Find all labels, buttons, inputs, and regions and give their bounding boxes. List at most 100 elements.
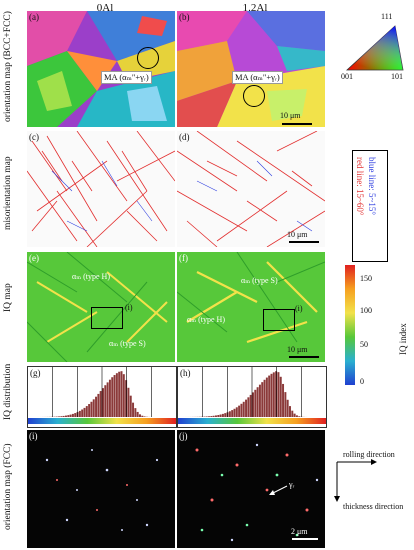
gamma-r-label: γᵣ [289,480,295,489]
scalebar-d-line [289,241,319,243]
histogram-bar [221,413,224,417]
histogram-bar [212,415,215,417]
panel-label-j: (j) [179,431,188,441]
histogram-bar [83,407,86,417]
histogram-bar [277,372,280,417]
histogram-bar [245,399,248,417]
histogram-bar [240,403,243,417]
histogram-bar [238,405,241,417]
histogram-bar [132,402,135,417]
histogram-bar [139,414,141,417]
histogram-bar [210,416,213,417]
ma-circle-a [137,47,159,69]
misorientation-legend: blue line: 5~15° red line: 15~60° [352,150,388,262]
iq-colorbar-tick-0: 0 [360,377,364,386]
row-label-orientation-bcc-fcc: orientation map (BCC+FCC) [3,11,13,122]
iq-distribution-colorbar-h [178,418,326,424]
scalebar-label-row1: 10 μm [280,111,301,120]
histogram-bar [252,392,254,417]
annotation-e-type-s: αₘ (type S) [109,339,146,348]
histogram-bar [60,416,63,417]
annotation-e-i: (i) [125,303,133,312]
histogram-bar [67,415,70,417]
misorientation-map-panel-d: (d) 10 μm [177,131,325,247]
histogram-bar [115,373,118,417]
histogram-bar [134,408,137,417]
row-label-iq-map: IQ map [3,283,13,312]
histogram-bar [108,379,111,417]
iq-colorbar-tick-100: 100 [360,306,372,315]
histogram-bar [97,393,100,417]
scalebar-j-line [292,538,318,540]
row-label-orientation-fcc: orientation map (FCC) [3,443,13,530]
histogram-bar [235,407,238,417]
histogram-bar [74,413,77,417]
scalebar-label-row2: 10 μm [287,230,308,239]
ipf-label-101: 101 [391,72,403,81]
histogram-bar [215,415,217,417]
histogram-bar [254,389,257,417]
iq-colorbar-tick-150: 150 [360,274,372,283]
iq-colorbar-label: IQ index [398,323,408,355]
histogram-bar [143,416,146,417]
histogram-bar [233,408,236,417]
axis-rolling-direction: rolling direction [343,450,395,459]
panel-label-c: (c) [29,132,39,142]
histogram-bar [69,414,72,417]
histogram-bar [129,395,132,417]
histogram-bar [99,391,102,417]
histogram-bar [228,411,231,417]
iq-colorbar-tick-50: 50 [360,340,368,349]
histogram-bar [90,401,93,417]
histogram-bar [217,415,220,417]
panel-label-a: (a) [29,12,39,22]
histogram-bar [279,376,282,417]
ipf-label-111: 111 [381,12,393,21]
ma-label-a: MA (αₘ"+γᵣ) [101,71,152,84]
panel-label-i: (i) [29,431,38,441]
histogram-bar [127,387,130,417]
histogram-bar [242,401,245,417]
histogram-bar [113,375,116,417]
scalebar-label-row5: 2 μm [291,527,308,536]
histogram-bar [111,377,114,417]
histogram-bar [95,396,98,417]
histogram-bar [81,409,84,417]
panel-label-b: (b) [179,12,190,22]
axis-thickness-direction: thickness direction [343,502,404,511]
orientation-map-fcc-panel-j: (j) γᵣ 2 μm [177,430,325,548]
histogram-bar [85,406,88,417]
ipf-label-001: 001 [341,72,353,81]
histogram-bar [261,382,264,417]
histogram-bar [106,382,109,417]
histogram-bar [58,416,61,417]
histogram-bar [65,415,67,417]
histogram-bar [291,410,294,417]
region-box-e [91,307,123,329]
histogram-bar [141,415,144,417]
histogram-bar [268,375,271,417]
histogram-bar [224,413,227,417]
histogram-bar [125,380,128,417]
histogram-bar [102,388,104,417]
histogram-bar [231,410,234,417]
histogram-bar [275,371,278,417]
histogram-bar [118,371,121,417]
scalebar-label-row3: 10 μm [287,345,308,354]
legend-blue-line: blue line: 5~15° [367,157,377,215]
histogram-bar [247,397,250,417]
row-label-misorientation: misorientation map [3,156,13,230]
region-box-f [263,309,295,331]
histogram-bar [205,416,208,417]
misorientation-map-panel-c: (c) [27,131,175,247]
iq-histogram-h [178,367,310,417]
histogram-bar [263,379,266,417]
orientation-map-panel-a: (a) MA (αₘ"+γᵣ) [27,11,175,127]
histogram-bar [256,387,259,417]
histogram-bar [136,411,139,417]
panel-label-e: (e) [29,253,39,263]
histogram-bar [249,394,252,417]
iq-distribution-panel-g: (g) [27,366,177,428]
iq-distribution-panel-h: (h) [177,366,327,428]
histogram-bar [265,377,268,417]
